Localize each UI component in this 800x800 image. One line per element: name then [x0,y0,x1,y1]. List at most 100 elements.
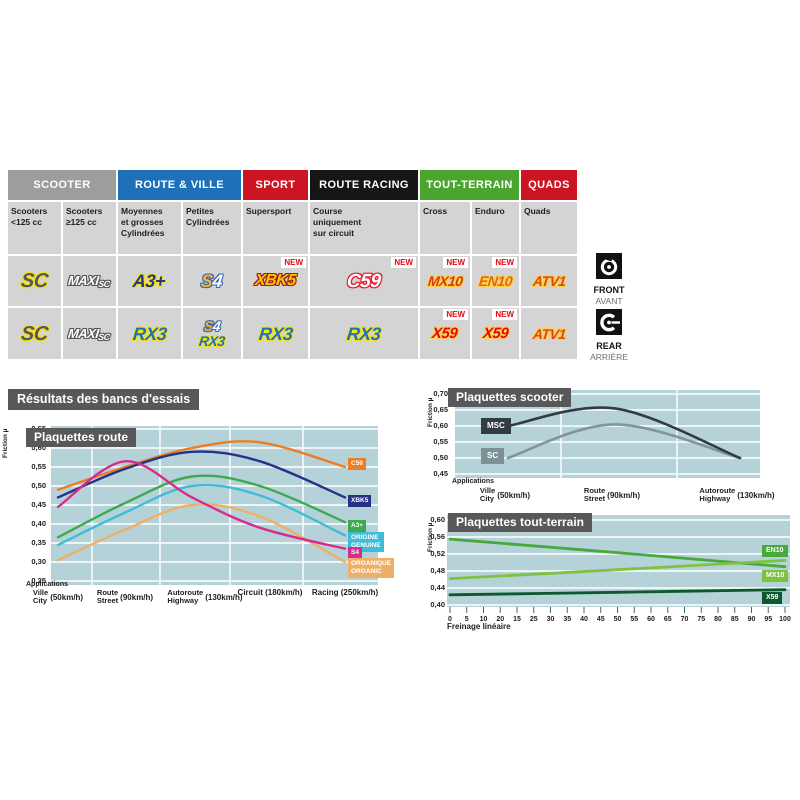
product-logo-c59: C59 [346,270,382,292]
product-logo-en10: EN10 [478,273,513,289]
front-label: FRONT [593,285,625,295]
series-line-a3- [56,474,347,539]
x-axis-tick-label: 5 [465,616,469,623]
new-badge: NEW [443,257,468,268]
x-axis-tick-label: 65 [664,616,672,623]
product-logo-x59: X59 [431,325,459,342]
x-axis-tick-label: 80 [714,616,722,623]
y-axis-tick-label: 0,52 [430,549,445,558]
product-cell: ATV1 [521,308,577,359]
legend-origine-genuine: ORIGINE GENUINE [348,532,384,552]
table-subheader-cell: Course uniquement sur circuit [310,202,418,254]
table-subheader-cell: Scooters <125 cc [8,202,61,254]
product-logo-a3plus: A3+ [132,271,167,291]
product-cell: NEW C59 [310,256,418,306]
y-axis-tick-label: 0,35 [31,538,46,547]
y-axis-tick-label: 0,40 [31,519,46,528]
product-logo-mx10: MX10 [426,273,464,289]
chart-plaquettes-scooter: Friction µ Plaquettes scooter Applicatio… [425,385,800,507]
x-axis-tick-label: 95 [764,616,772,623]
x-axis-tick-label: 85 [731,616,739,623]
x-axis-category-label: Racing (250km/h) [311,588,379,597]
rear-label: REAR [596,341,622,351]
product-cell: A3+ [118,256,181,306]
new-badge: NEW [492,257,517,268]
table-subheader-cell: Cross [420,202,470,254]
product-cell: ATV1 [521,256,577,306]
product-logo-maxisc: MAXISC [67,325,111,342]
x-axis-tick-label: 100 [779,616,791,623]
product-logo-maxisc: MAXISC [67,273,111,289]
legend-sc: SC [481,448,505,464]
table-group-header: SPORT [243,170,308,200]
x-axis-category-label: Ville City (50km/h) [479,486,531,504]
x-axis-category-label: Ville City (50km/h) [32,588,84,606]
y-axis-tick-label: 0,44 [430,583,445,592]
product-cell: SC [8,308,61,359]
product-cell: NEW EN10 [472,256,519,306]
y-axis-tick-label: 0,65 [433,405,448,414]
product-logo-xbk5: XBK5 [254,272,297,289]
product-logo-x59: X59 [481,325,509,342]
x-axis-tick-label: 25 [530,616,538,623]
y-axis-tick-label: 0,56 [430,532,445,541]
y-axis-tick-label: 0,50 [433,453,448,462]
x-axis-tick-label: 45 [597,616,605,623]
product-cell: NEW X59 [420,308,470,359]
chart-canvas: 0 5 10 20 15 25 30 35 40 45 50 55 60 65 70 75 80 85 90 95 10… [447,515,791,623]
x-axis-tick-label: 75 [697,616,705,623]
x-axis-category-label: Circuit (180km/h) [237,588,303,597]
x-axis-tick-label: 35 [563,616,571,623]
front-brake-disc-icon [596,253,622,279]
y-axis-tick-label: 0,45 [31,500,46,509]
y-axis-tick-label: 0,45 [433,469,448,478]
series-line-mx10 [448,559,787,581]
product-cell: S4 RX3 [183,308,241,359]
y-axis-tick-label: 0,48 [430,566,445,575]
results-section-title: Résultats des bancs d'essais [8,389,200,410]
series-line-c59 [56,440,347,491]
product-logo-rx3: RX3 [131,323,168,344]
series-line-organique-organic [56,503,347,564]
product-cell: RX3 [243,308,308,359]
new-badge: NEW [492,309,517,320]
x-axis-category-label: Autoroute Highway (130km/h) [699,486,775,504]
chart-canvas [51,426,378,585]
y-axis-tick-label: 0,55 [31,462,46,471]
table-subheader-cell: Scooters ≥125 cc [63,202,116,254]
chart-plaquettes-tout-terrain: Friction µ 0 5 10 20 15 25 30 35 40 45 50 55 60 65 70 7… [425,508,800,646]
product-logo-rx3: RX3 [346,323,382,344]
product-logo-s4: S4 [200,270,224,291]
product-cell: MAXISC [63,256,116,306]
series-line-origine-genuine [56,483,347,547]
product-cell: NEW MX10 [420,256,470,306]
x-axis-tick-label: 30 [547,616,555,623]
series-line-s4 [56,460,347,550]
product-cell: RX3 [310,308,418,359]
legend-a3-: A3+ [348,520,367,532]
product-logo-atv1: ATV1 [531,273,567,289]
rear-brake-disc-icon [596,309,622,335]
x-axis-label: Freinage linéaire [447,622,511,631]
legend-c59: C59 [348,458,366,470]
series-line-sc [506,423,742,460]
chart-title: Plaquettes tout-terrain [448,513,593,532]
y-axis-tick-label: 0,30 [31,557,46,566]
product-cell: NEW X59 [472,308,519,359]
axle-rear: REAR ARRIÈRE [585,309,633,362]
x-axis-intro-label: Applications [26,581,69,588]
product-table: SCOOTER ROUTE & VILLE SPORT ROUTE RACING TOU… [8,170,577,359]
y-axis-tick-label: 0,60 [430,515,445,524]
y-axis-tick-label: 0,25 [31,576,46,585]
legend-xbk5: XBK5 [348,495,372,507]
table-subheader-cell: Moyennes et grosses Cylindrées [118,202,181,254]
x-axis-tick-label: 20 [496,616,504,623]
x-axis-intro-label: Applications [452,478,495,485]
series-line-xbk5 [56,450,347,499]
axle-front: FRONT AVANT [585,253,633,306]
chart-plaquettes-route: Friction µ Plaquettes route Applications… [0,420,400,620]
series-line-x59 [448,588,787,597]
product-cell: SC [8,256,61,306]
x-axis-category-label: Route Street (90km/h) [96,588,154,606]
series-line-msc [506,406,742,460]
